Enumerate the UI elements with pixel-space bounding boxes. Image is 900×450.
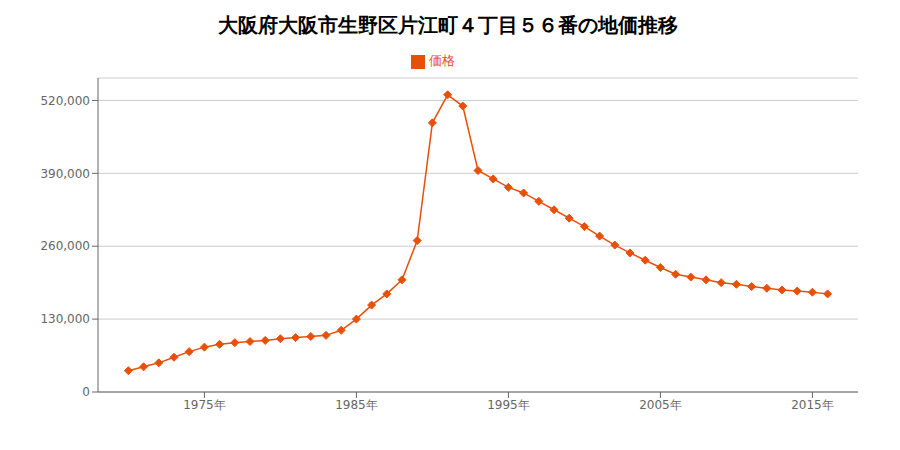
svg-text:1985年: 1985年 xyxy=(335,398,378,412)
svg-text:260,000: 260,000 xyxy=(40,239,90,253)
svg-text:390,000: 390,000 xyxy=(40,167,90,181)
svg-text:0: 0 xyxy=(82,385,90,399)
html-text:価格: 価格 xyxy=(429,53,455,68)
svg-text:130,000: 130,000 xyxy=(40,312,90,326)
svg-text:1975年: 1975年 xyxy=(183,398,226,412)
svg-text:2005年: 2005年 xyxy=(639,398,682,412)
svg-text:2015年: 2015年 xyxy=(791,398,834,412)
html-text:大阪府大阪市生野区片江町４丁目５６番の地価推移: 大阪府大阪市生野区片江町４丁目５６番の地価推移 xyxy=(218,13,678,37)
svg-text:1995年: 1995年 xyxy=(487,398,530,412)
svg-text:520,000: 520,000 xyxy=(40,94,90,108)
